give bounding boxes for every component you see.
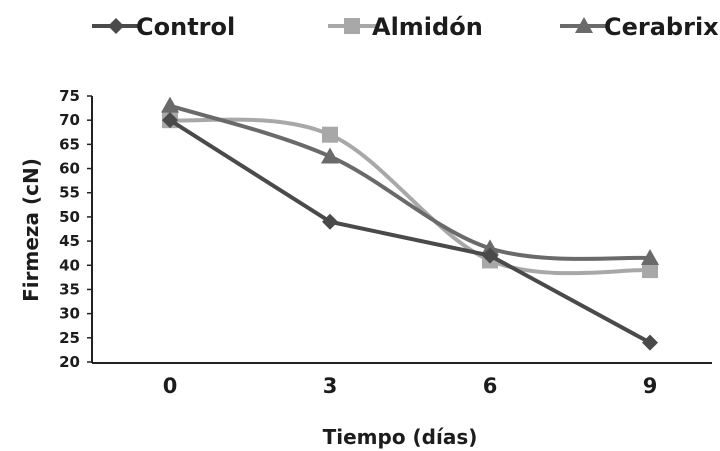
data-point — [161, 96, 179, 113]
x-tick-label: 9 — [643, 374, 658, 398]
series-line — [169, 103, 651, 261]
series-line — [169, 117, 651, 276]
series-line — [168, 118, 651, 345]
legend-label: Almidón — [372, 13, 483, 41]
data-point — [481, 239, 499, 256]
legend-item-almidón: Almidón — [328, 13, 483, 41]
data-point — [322, 126, 338, 143]
data-point — [321, 147, 339, 164]
chart-axes — [91, 96, 712, 364]
y-tick-label: 75 — [59, 87, 80, 105]
legend-marker — [108, 18, 124, 34]
legend-item-control: Control — [92, 13, 235, 41]
legend-marker — [575, 17, 593, 33]
series-control — [162, 112, 658, 351]
chart-legend: Control Almidón Cerabrix — [92, 13, 719, 41]
y-tick-label: 65 — [59, 135, 80, 153]
y-tick-label: 60 — [59, 160, 80, 178]
x-tick-label: 3 — [323, 374, 338, 398]
y-tick-label: 35 — [59, 280, 80, 298]
legend-marker — [344, 18, 360, 34]
y-tick-label: 25 — [59, 329, 80, 347]
x-tick-label: 6 — [483, 374, 498, 398]
x-tick-label: 0 — [163, 374, 178, 398]
series-cerabrix — [161, 96, 659, 266]
legend-item-cerabrix: Cerabrix — [560, 13, 719, 41]
data-point — [322, 213, 338, 230]
legend-label: Cerabrix — [604, 13, 719, 41]
data-point — [641, 249, 659, 266]
y-tick-label: 50 — [59, 208, 80, 226]
y-tick-label: 55 — [59, 184, 80, 202]
y-tick-label: 30 — [59, 305, 80, 323]
chart-series — [161, 96, 659, 351]
legend-label: Control — [136, 13, 235, 41]
x-tick-labels: 0 3 6 9 — [163, 374, 658, 398]
y-tick-label: 20 — [59, 353, 80, 371]
y-tick-label: 70 — [59, 111, 80, 129]
y-tick-label: 45 — [59, 232, 80, 250]
series-almidón — [162, 112, 658, 279]
x-axis-title: Tiempo (días) — [323, 425, 478, 449]
data-point — [162, 112, 178, 129]
data-point — [642, 334, 658, 351]
data-point — [642, 262, 658, 279]
y-tick-labels: 20 25 30 35 40 45 50 55 60 65 70 75 — [59, 87, 92, 371]
y-axis-title: Firmeza (cN) — [19, 158, 43, 302]
y-tick-label: 40 — [59, 256, 80, 274]
data-point — [482, 247, 498, 264]
